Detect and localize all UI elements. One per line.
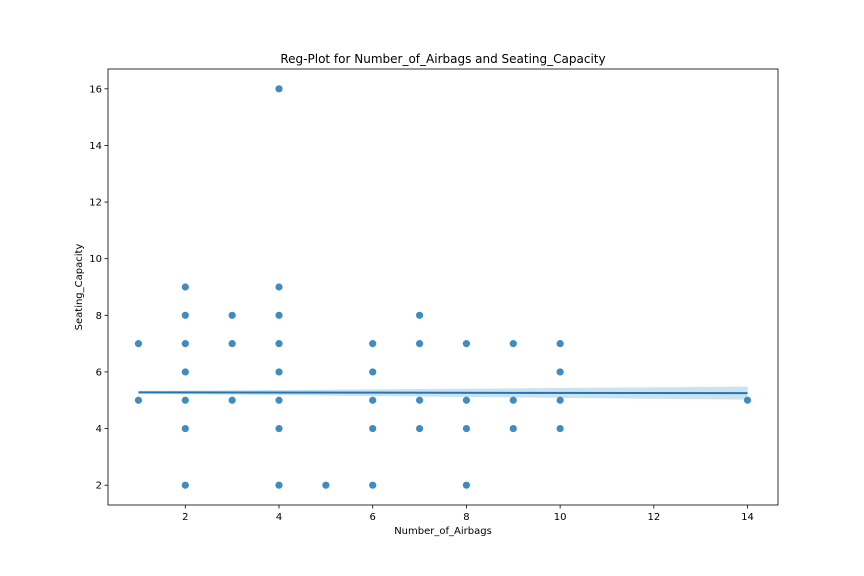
data-point: [415, 424, 424, 433]
data-point: [275, 424, 283, 433]
y-tick-label: 2: [96, 481, 102, 492]
data-point: [369, 481, 377, 489]
y-tick-label: 12: [89, 198, 102, 209]
data-point: [275, 283, 283, 291]
data-point: [181, 424, 189, 433]
data-point: [462, 481, 471, 489]
x-tick-label: 10: [554, 512, 567, 523]
y-tick-label: 6: [96, 367, 102, 378]
data-point: [134, 340, 143, 348]
data-point: [181, 396, 189, 404]
data-point: [275, 396, 283, 404]
y-tick-label: 16: [89, 84, 102, 95]
data-point: [369, 340, 377, 348]
data-point: [743, 396, 752, 404]
data-point: [556, 340, 564, 348]
data-point: [275, 368, 283, 376]
data-point: [462, 340, 471, 348]
data-point: [275, 85, 283, 93]
points-layer: [134, 85, 752, 489]
chart-title: Reg-Plot for Number_of_Airbags and Seati…: [280, 52, 605, 66]
data-point: [415, 396, 424, 404]
data-point: [275, 311, 283, 319]
data-point: [134, 396, 143, 404]
data-point: [228, 396, 236, 404]
x-axis: 2 4 6 8 10 12 14: [182, 505, 754, 523]
regression-line: [138, 391, 748, 395]
y-tick-label: 4: [96, 424, 102, 435]
x-tick-label: 2: [182, 512, 188, 523]
data-point: [556, 424, 564, 433]
y-tick-label: 8: [96, 311, 102, 322]
data-point: [415, 340, 424, 348]
data-point: [322, 481, 330, 489]
data-point: [275, 481, 283, 489]
data-point: [181, 481, 189, 489]
data-point: [228, 311, 236, 319]
data-point: [228, 340, 236, 348]
y-tick-label: 14: [89, 141, 102, 152]
y-axis-label: Seating_Capacity: [74, 244, 85, 331]
regression-line-layer: [138, 391, 748, 395]
x-tick-label: 8: [463, 512, 469, 523]
x-axis-label: Number_of_Airbags: [394, 526, 492, 537]
data-point: [509, 396, 517, 404]
data-point: [181, 368, 189, 376]
plot-frame: [107, 68, 779, 506]
data-point: [556, 396, 564, 404]
data-point: [369, 396, 377, 404]
data-point: [369, 368, 377, 376]
data-point: [509, 340, 517, 348]
x-tick-label: 4: [276, 512, 282, 523]
data-point: [509, 424, 517, 433]
data-point: [462, 424, 471, 433]
data-point: [462, 396, 471, 404]
x-tick-label: 12: [647, 512, 660, 523]
data-point: [275, 340, 283, 348]
y-tick-label: 10: [89, 254, 102, 265]
data-point: [415, 311, 424, 319]
data-point: [181, 283, 189, 291]
data-point: [181, 340, 189, 348]
y-axis: 2 4 6 8 10 12 14 16: [89, 84, 108, 492]
x-tick-label: 6: [370, 512, 376, 523]
data-point: [181, 311, 189, 319]
x-tick-label: 14: [741, 512, 754, 523]
data-point: [556, 368, 564, 376]
data-point: [369, 424, 377, 433]
